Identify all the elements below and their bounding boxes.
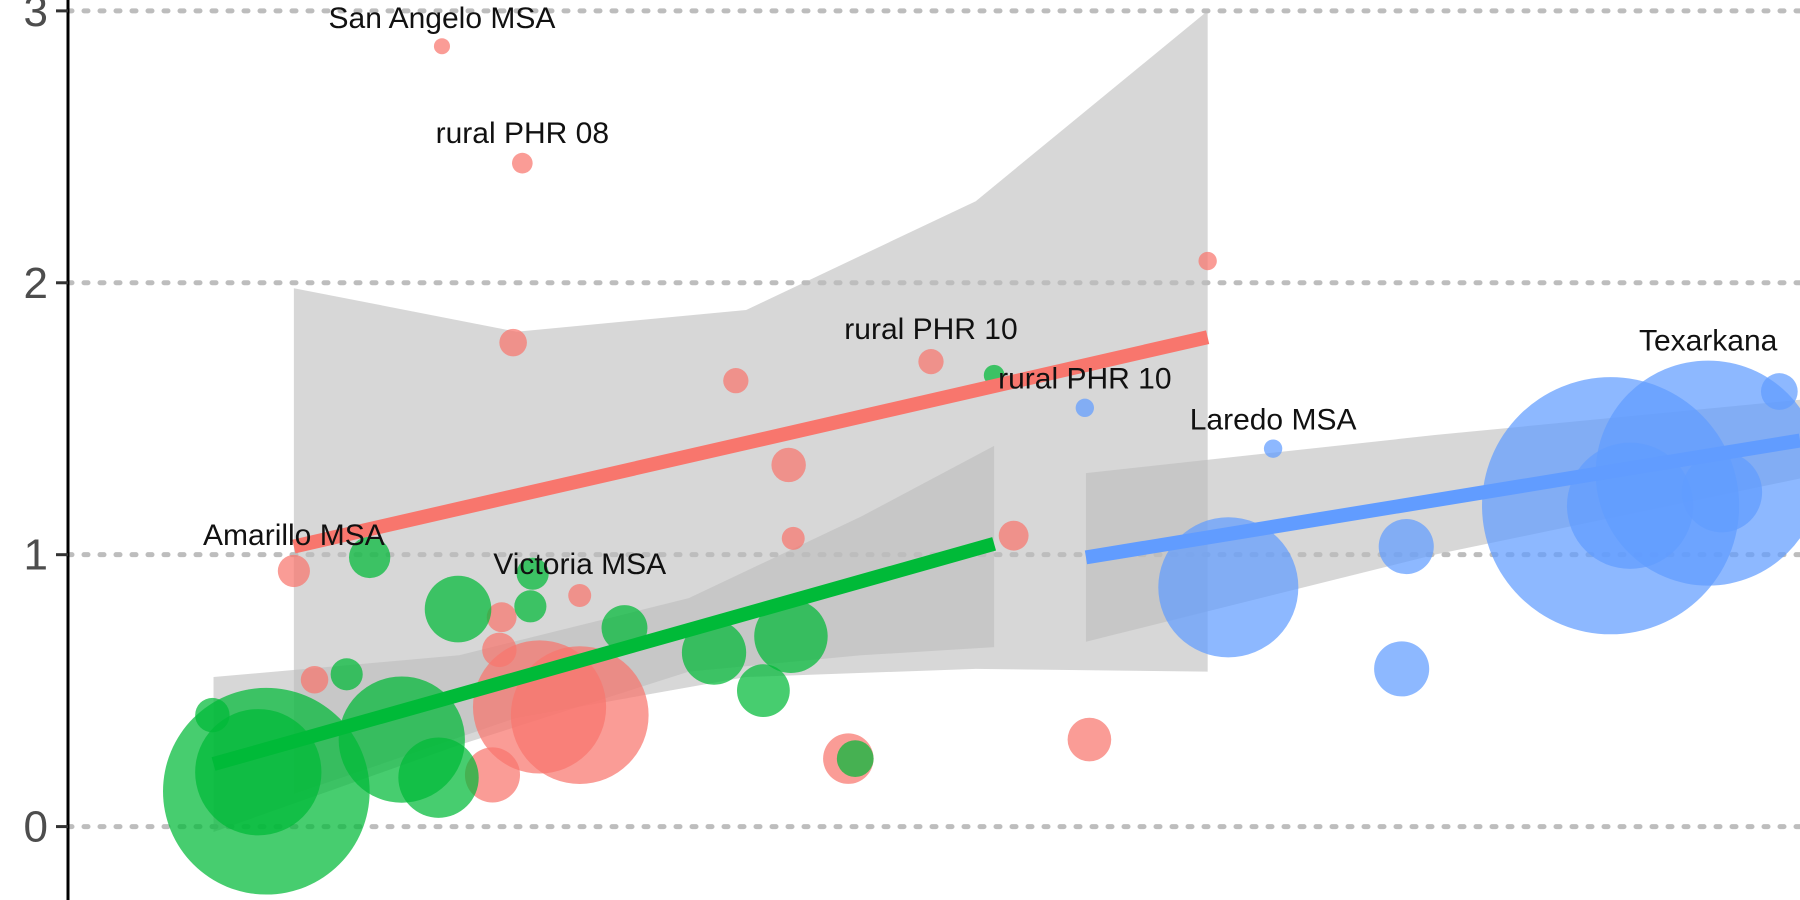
data-point-green [754,599,828,673]
data-point-green [330,658,363,691]
data-point-red [300,665,329,694]
data-point-red [464,747,521,803]
point-label: Victoria MSA [493,548,666,581]
point-label: rural PHR 10 [844,313,1017,346]
data-point-red [486,602,517,633]
y-tick-label: 3 [24,0,48,36]
point-label: Amarillo MSA [203,519,385,552]
data-point-blue [1378,518,1434,575]
data-point-red [771,447,806,483]
point-label: rural PHR 08 [436,117,609,150]
data-point-green [516,557,549,590]
data-point-red [499,328,527,357]
data-point-red [723,368,749,394]
point-label: San Angelo MSA [329,2,556,35]
point-label: rural PHR 10 [998,363,1171,396]
trend-lines [211,330,1800,771]
data-point-red [1067,717,1112,762]
data-point-red [511,152,533,174]
data-point-red [472,640,607,774]
point-labels: San Angelo MSA rural PHR 08 rural PHR 10 Am… [203,2,1778,581]
data-point-green [398,737,479,818]
y-tick-label: 1 [24,531,48,580]
data-point-green [195,709,322,836]
data-point-green [514,590,547,623]
trend-line-red [292,330,1210,554]
data-point-red [568,583,592,607]
data-point-blue [1681,451,1763,533]
data-point-green [836,740,874,777]
data-point-red [1198,251,1217,271]
trend-line-green [211,537,997,771]
data-point-blue [1263,439,1283,458]
data-point-blue [1374,641,1430,697]
data-point-red [918,349,944,375]
data-point-red [998,520,1029,551]
data-point-red [277,554,310,588]
data-point-red [781,526,805,550]
data-point-blue [1158,517,1299,658]
data-point-blue [1760,373,1798,410]
data-point-green [348,536,391,579]
point-label: Texarkana [1639,325,1778,358]
trend-line-blue [1084,433,1800,565]
data-point-green [681,620,747,685]
data-point-green [736,664,790,718]
y-tick-label: 0 [24,803,48,852]
data-point-blue [1075,398,1095,418]
point-label: Laredo MSA [1190,403,1357,436]
y-axis: 0 1 2 3 [24,0,70,900]
data-point-green [424,575,492,643]
data-points [163,38,1800,895]
data-point-red [433,38,451,55]
y-tick-label: 2 [24,259,48,308]
